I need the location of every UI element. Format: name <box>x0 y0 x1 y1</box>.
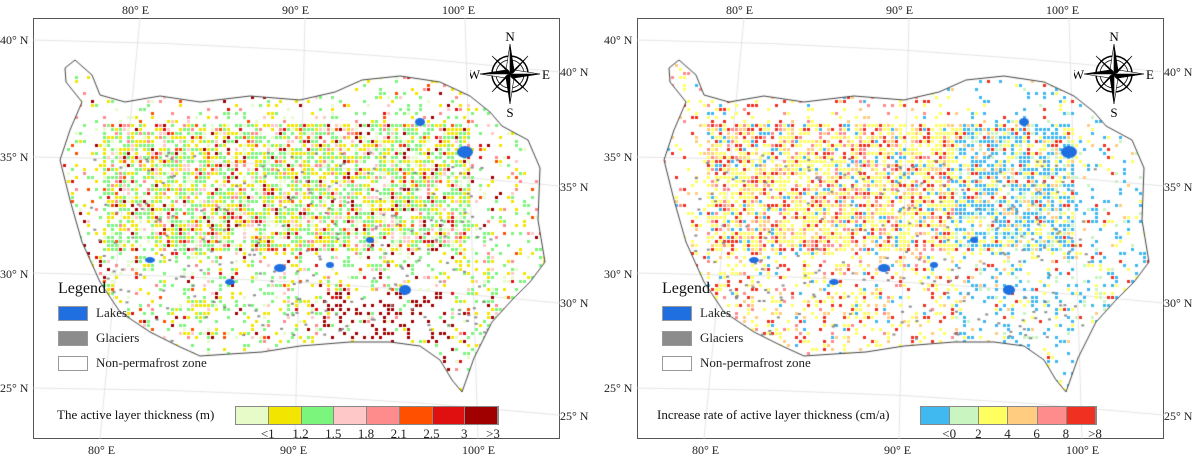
legend-item-lakes: Lakes <box>58 305 127 321</box>
left-lat-label: 30° N <box>604 267 633 281</box>
colorbar-segment <box>334 407 367 424</box>
right-lat-label: 30° N <box>1164 296 1193 310</box>
legend-title: Legend <box>58 280 106 297</box>
non-permafrost-swatch <box>662 355 692 371</box>
legend-label: Non-permafrost zone <box>700 355 811 370</box>
compass-west-label: W <box>1074 67 1085 82</box>
legend-label: Glaciers <box>96 330 140 345</box>
colorbar-tick-label: 2.1 <box>390 426 407 441</box>
colorbar-tick-label: >3 <box>486 426 500 441</box>
compass-west-label: W <box>470 67 481 82</box>
left-lat-label: 25° N <box>604 381 633 395</box>
top-lon-label: 80° E <box>726 3 754 17</box>
colorbar-segment <box>268 407 302 424</box>
colorbar-segment <box>432 407 466 424</box>
right-lat-label: 30° N <box>560 296 589 310</box>
map-canvas <box>604 0 1196 462</box>
legend-item-non-permafrost: Non-permafrost zone <box>58 355 207 371</box>
colorbar-segment <box>979 407 1009 424</box>
colorbar-tick-label: 1.2 <box>292 426 309 441</box>
legend-item-lakes: Lakes <box>662 305 731 321</box>
colorbar-segment <box>1037 407 1067 424</box>
legend-label: Lakes <box>96 305 128 320</box>
left-lat-label: 35° N <box>604 150 633 164</box>
colorbar-tick-label: 2.5 <box>423 426 440 441</box>
map-panel-increase-rate: 80° E 90° E 100° E 80° E 90° E 100° E 40… <box>604 0 1196 462</box>
right-lat-label: 35° N <box>1164 180 1193 194</box>
compass-north-label: N <box>505 29 515 44</box>
colorbar-tick-label: <1 <box>260 426 275 441</box>
legend-title: Legend <box>662 280 710 297</box>
legend-label: Glaciers <box>700 330 744 345</box>
map-panel-active-layer-thickness: 80° E 90° E 100° E 80° E 90° E 100° E 40… <box>0 0 598 462</box>
legend-item-glaciers: Glaciers <box>58 330 139 346</box>
colorbar-tick-label: 1.5 <box>325 426 342 441</box>
glaciers-swatch <box>58 330 88 346</box>
left-lat-label: 40° N <box>604 33 633 47</box>
colorbar <box>920 406 1097 425</box>
colorbar-tick-label: 1.8 <box>357 426 375 441</box>
left-lat-label: 30° N <box>0 267 29 281</box>
right-lat-label: 25° N <box>560 409 589 423</box>
colorbar-title: Increase rate of active layer thickness … <box>657 407 890 422</box>
compass-east-label: E <box>542 67 550 82</box>
colorbar-tick-label: >8 <box>1088 426 1102 441</box>
compass-rose-icon: N S E W <box>470 29 550 118</box>
legend-label: Lakes <box>700 305 732 320</box>
legend-item-glaciers: Glaciers <box>662 330 743 346</box>
left-lat-label: 40° N <box>0 33 29 47</box>
non-permafrost-swatch <box>58 355 88 371</box>
colorbar-segment <box>921 407 951 424</box>
compass-south-label: S <box>1110 105 1117 118</box>
right-lat-label: 25° N <box>1164 409 1193 423</box>
bottom-lon-label: 100° E <box>1066 443 1100 457</box>
lakes-swatch <box>58 305 88 321</box>
colorbar-tick-label: <0 <box>942 426 957 441</box>
colorbar-segment <box>399 407 433 424</box>
colorbar-segment <box>367 407 400 424</box>
top-lon-label: 100° E <box>442 3 476 17</box>
colorbar-segment <box>950 407 980 424</box>
bottom-lon-label: 80° E <box>88 443 116 457</box>
colorbar-title: The active layer thickness (m) <box>57 407 215 422</box>
compass-north-label: N <box>1109 29 1119 44</box>
colorbar-segment <box>1008 407 1038 424</box>
bottom-lon-label: 80° E <box>692 443 720 457</box>
compass-east-label: E <box>1146 67 1154 82</box>
colorbar-segment <box>301 407 335 424</box>
colorbar-tick-label: 4 <box>1004 426 1011 441</box>
right-lat-label: 40° N <box>560 65 589 79</box>
legend-item-non-permafrost: Non-permafrost zone <box>662 355 811 371</box>
top-lon-label: 100° E <box>1046 3 1080 17</box>
colorbar-tick-label: 3 <box>461 426 468 441</box>
right-lat-label: 40° N <box>1164 65 1193 79</box>
lakes-swatch <box>662 305 692 321</box>
colorbar-segment <box>465 407 498 424</box>
compass-rose-icon: N S E W <box>1074 29 1154 118</box>
bottom-lon-label: 100° E <box>462 443 496 457</box>
left-lat-label: 25° N <box>0 381 29 395</box>
right-lat-label: 35° N <box>560 180 589 194</box>
colorbar-tick-label: 6 <box>1033 426 1040 441</box>
top-lon-label: 90° E <box>282 3 310 17</box>
colorbar <box>235 406 499 425</box>
colorbar-segment <box>236 407 269 424</box>
compass-south-label: S <box>506 105 513 118</box>
colorbar-tick-label: 8 <box>1062 426 1070 441</box>
left-lat-label: 35° N <box>0 150 29 164</box>
glaciers-swatch <box>662 330 692 346</box>
colorbar-segment <box>1066 407 1096 424</box>
colorbar-tick-label: 2 <box>975 426 982 441</box>
bottom-lon-label: 90° E <box>884 443 912 457</box>
legend-label: Non-permafrost zone <box>96 355 207 370</box>
top-lon-label: 90° E <box>886 3 914 17</box>
top-lon-label: 80° E <box>122 3 150 17</box>
bottom-lon-label: 90° E <box>280 443 308 457</box>
